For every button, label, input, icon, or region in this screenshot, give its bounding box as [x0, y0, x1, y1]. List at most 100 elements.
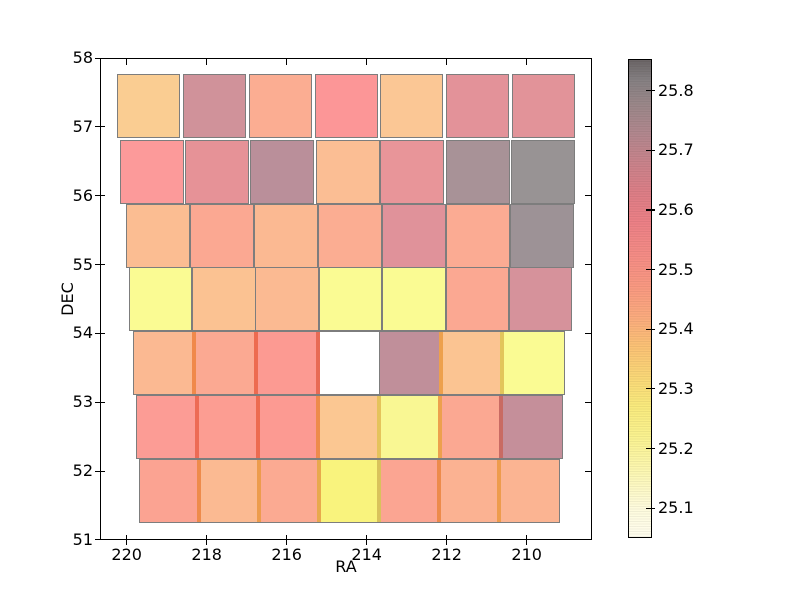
survey-field — [512, 74, 576, 139]
x-tick-label: 212 — [431, 545, 462, 564]
x-tick — [366, 535, 368, 545]
survey-field — [381, 204, 446, 269]
survey-field — [500, 395, 563, 460]
survey-field — [185, 140, 250, 205]
colorbar-tick — [646, 507, 655, 509]
survey-field — [182, 74, 246, 139]
survey-field — [382, 266, 446, 331]
y-tick-label: 53 — [72, 392, 93, 412]
survey-field — [509, 204, 574, 269]
survey-field — [257, 395, 320, 460]
x-tick-top — [366, 59, 368, 65]
field-overlap-strip — [498, 396, 503, 459]
survey-field — [510, 140, 575, 205]
survey-field — [259, 459, 320, 524]
survey-field — [256, 331, 319, 396]
x-tick-label: 216 — [271, 545, 302, 564]
x-tick-label: 218 — [191, 545, 222, 564]
survey-field — [315, 140, 380, 205]
y-tick-label: 55 — [72, 254, 93, 274]
survey-field — [379, 331, 443, 396]
field-overlap-strip — [376, 396, 381, 459]
survey-field — [319, 459, 380, 524]
y-tick-right — [585, 470, 591, 472]
y-tick-label: 56 — [72, 185, 93, 205]
y-tick — [95, 264, 105, 266]
survey-field — [119, 140, 184, 205]
x-tick-top — [206, 59, 208, 65]
x-tick-label: 214 — [351, 545, 382, 564]
field-overlap-strip — [194, 396, 199, 459]
y-tick-right — [585, 401, 591, 403]
survey-field — [136, 395, 199, 460]
x-tick — [446, 535, 448, 545]
survey-field — [196, 395, 259, 460]
field-overlap-strip — [254, 332, 258, 395]
x-tick — [126, 535, 128, 545]
colorbar-tick-label: 25.7 — [658, 140, 694, 160]
y-tick-label: 58 — [72, 48, 93, 67]
field-overlap-strip — [192, 332, 197, 395]
colorbar-tick — [646, 268, 655, 271]
survey-field — [116, 74, 180, 139]
survey-field — [132, 331, 196, 396]
field-overlap-strip — [316, 396, 321, 459]
y-tick — [95, 126, 105, 128]
x-tick-top — [286, 59, 288, 65]
survey-field — [445, 204, 510, 269]
y-tick — [95, 401, 105, 403]
survey-field — [248, 74, 312, 139]
x-tick — [206, 535, 208, 545]
y-tick-right — [585, 126, 591, 128]
survey-field — [446, 74, 510, 139]
y-tick-right — [585, 264, 591, 266]
survey-field — [445, 266, 510, 331]
field-overlap-strip — [315, 332, 320, 395]
y-tick — [95, 195, 105, 197]
survey-field — [440, 331, 504, 396]
x-tick-top — [126, 59, 128, 65]
colorbar-tick-label: 25.6 — [658, 199, 694, 219]
y-tick-right — [585, 57, 591, 59]
field-overlap-strip — [317, 460, 321, 523]
x-tick — [286, 535, 288, 545]
survey-field — [189, 204, 254, 269]
field-overlap-strip — [497, 460, 501, 523]
y-tick-label: 57 — [72, 116, 93, 136]
x-tick-label: 210 — [511, 545, 542, 564]
y-tick-label: 52 — [72, 461, 93, 481]
field-overlap-strip — [438, 332, 443, 395]
colorbar-tick-label: 25.1 — [658, 498, 694, 518]
colorbar-tick — [646, 447, 655, 450]
x-tick — [526, 535, 528, 545]
survey-field — [192, 266, 256, 331]
colorbar-tick-label: 25.2 — [658, 438, 694, 458]
field-overlap-strip — [437, 460, 441, 523]
colorbar — [628, 59, 652, 538]
field-overlap-strip — [255, 396, 260, 459]
colorbar-tick-label: 25.5 — [658, 259, 694, 279]
x-tick-top — [526, 59, 528, 65]
y-tick-right — [585, 539, 591, 541]
survey-field — [318, 395, 381, 460]
survey-field — [509, 266, 573, 331]
survey-field — [317, 331, 381, 396]
survey-field — [128, 266, 192, 331]
colorbar-tick-label: 25.4 — [658, 319, 694, 339]
survey-field — [125, 204, 190, 269]
y-tick — [95, 332, 105, 334]
survey-field — [255, 266, 319, 331]
survey-field — [317, 204, 382, 269]
field-overlap-strip — [197, 460, 201, 523]
survey-field — [379, 459, 440, 524]
y-tick — [95, 539, 105, 541]
colorbar-tick — [646, 90, 655, 92]
field-overlap-strip — [257, 460, 261, 523]
y-tick-right — [585, 332, 591, 334]
colorbar-tick-label: 25.8 — [658, 80, 694, 100]
y-axis-label: DEC — [58, 282, 77, 316]
colorbar-tick — [646, 149, 655, 151]
colorbar-tick — [646, 388, 655, 390]
field-overlap-strip — [500, 332, 505, 395]
